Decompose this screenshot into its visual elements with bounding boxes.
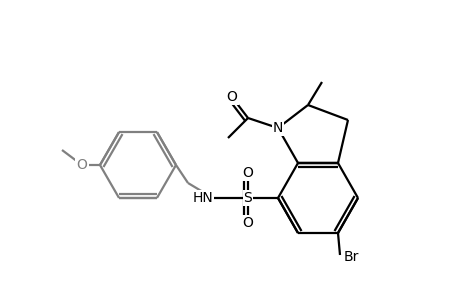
Text: Br: Br [343, 250, 358, 264]
Text: S: S [243, 191, 252, 205]
Text: O: O [226, 90, 237, 104]
Text: N: N [272, 121, 283, 135]
Text: O: O [242, 166, 253, 180]
Text: HN: HN [192, 191, 213, 205]
Text: O: O [76, 158, 87, 172]
Text: O: O [242, 216, 253, 230]
